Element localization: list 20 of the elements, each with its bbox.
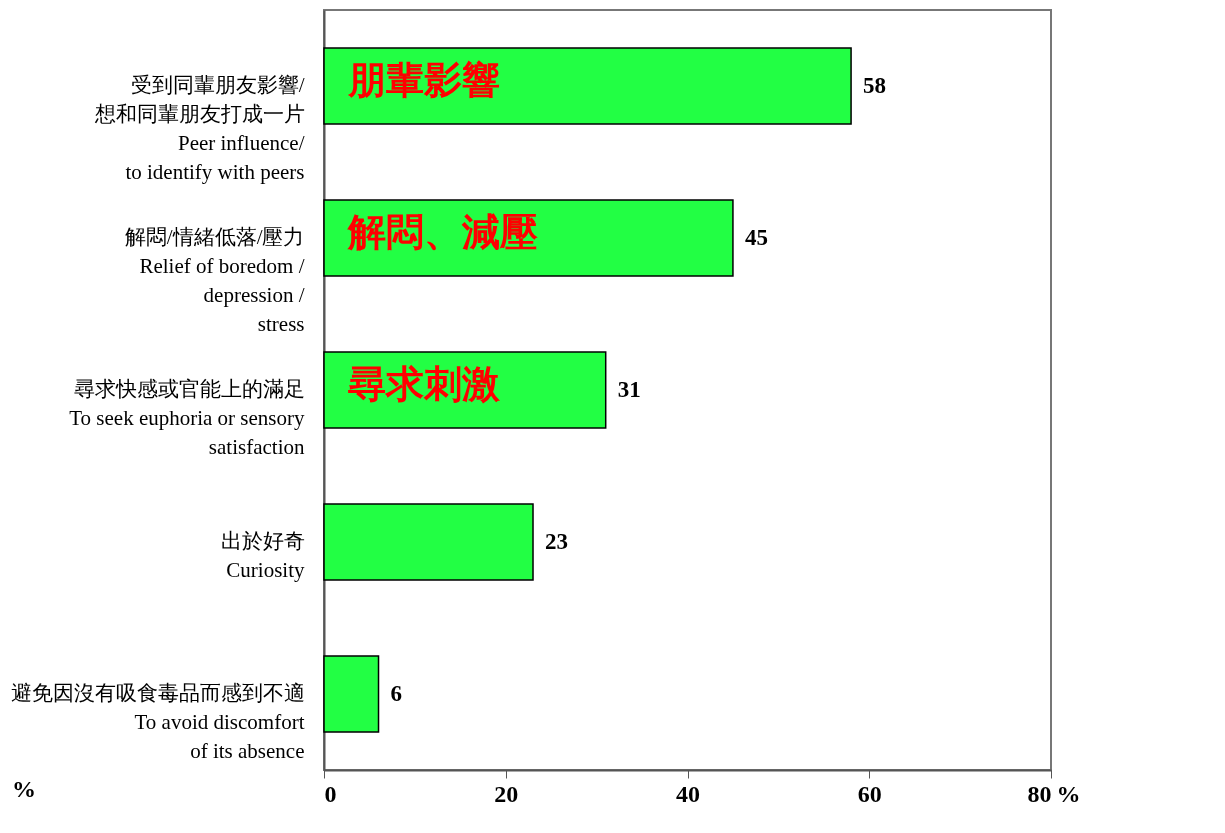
text: % [12, 775, 36, 804]
data-label: 6 [390, 681, 403, 706]
data-label: 31 [617, 377, 641, 402]
x-tick-label: 20 [494, 780, 519, 807]
y-tick-label: 受到同輩朋友影響/想和同輩朋友打成一片 Peer influence/ to identify with peers [93, 73, 305, 184]
x-axis-title: % [1056, 780, 1081, 807]
x-tick-label: 0 [324, 780, 337, 807]
annotation: 朋輩影響 [347, 58, 500, 102]
data-label: 45 [744, 225, 768, 250]
y-tick-label: 尋求快感或官能上的滿足 To seek euphoria or sensory satisfaction [69, 377, 305, 459]
x-tick-label: 60 [857, 780, 882, 807]
y-tick-label: 解悶/情緒低落/壓力 Relief of boredom / depression / stress [124, 225, 305, 336]
x-tick-label: 40 [676, 780, 700, 807]
annotation: 解悶、減壓 [347, 210, 538, 254]
data-label: 23 [545, 529, 569, 554]
data-label: 58 [863, 73, 887, 98]
x-tick-label: 80 [1027, 780, 1052, 807]
annotation: 尋求刺激 [348, 362, 501, 406]
y-tick-label: 避免因沒有吸食毒品而感到不適 To avoid discomfort of its absence [10, 681, 305, 763]
y-tick-label: 出於好奇 Curiosity [220, 529, 305, 582]
